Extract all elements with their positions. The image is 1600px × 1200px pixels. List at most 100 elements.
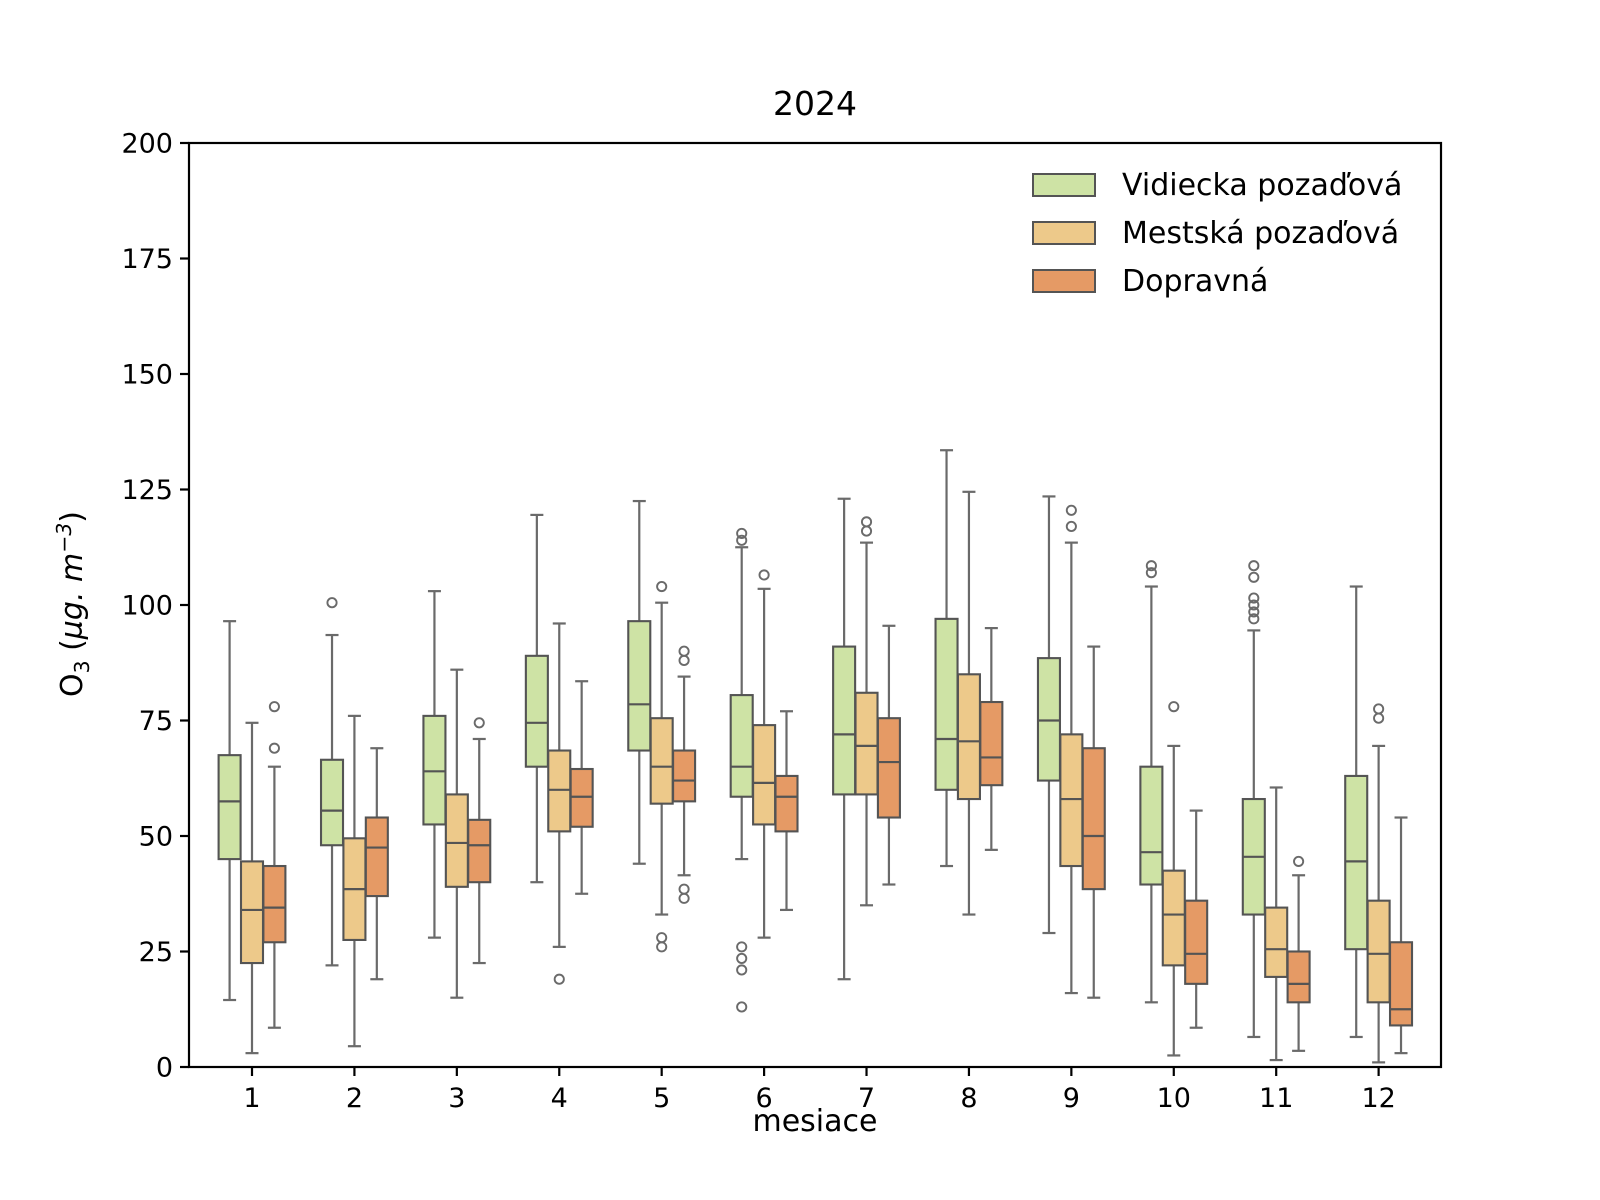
outlier-mestska-pozadova-m10-1 [1168,701,1180,713]
y-tick-label-50: 50 [139,822,173,853]
outlier-mestska-pozadova-m5-1 [656,580,668,593]
outlier-vidiecka-pozadova-m11-5 [1248,606,1260,618]
x-tick-label-3: 3 [448,1083,465,1114]
x-tick-label-8: 8 [960,1083,977,1114]
x-tick-label-10: 10 [1157,1083,1191,1114]
box-vidiecka-pozadova-m12 [1344,774,1369,951]
legend-swatch-vidiecka [1032,173,1096,197]
box-mestska-pozadova-m6 [752,724,777,826]
box-mestska-pozadova-m3 [444,793,469,888]
x-axis-label: mesiace [752,1104,878,1139]
legend-label-dopravna: Dopravná [1122,263,1269,299]
outlier-mestska-pozadova-m6-1 [758,569,770,581]
box-vidiecka-pozadova-m5 [627,620,652,752]
outlier-vidiecka-pozadova-m6-3 [736,941,748,953]
y-axis-label-unit: µg. m [55,552,90,640]
box-mestska-pozadova-m12 [1366,899,1391,1004]
box-mestska-pozadova-m8 [956,673,981,801]
y-tick-label-25: 25 [139,937,173,968]
outlier-vidiecka-pozadova-m11-6 [1248,613,1260,625]
box-vidiecka-pozadova-m2 [319,758,345,847]
series-dopravna [262,624,1414,1055]
y-axis-label: O3 (µg. m−3) [43,384,94,824]
legend-row-dopravna: Dopravná [1032,257,1402,305]
outlier-vidiecka-pozadova-m6-2 [736,534,748,546]
outlier-dopravna-m3-1 [473,717,485,729]
outlier-vidiecka-pozadova-m10-1 [1145,560,1157,572]
legend: Vidiecka pozaďová Mestská pozaďová Dopra… [1032,161,1402,305]
outlier-dopravna-m5-3 [678,883,690,895]
y-axis-label-symbol: O [55,673,90,698]
box-dopravna-m5 [672,749,697,803]
box-dopravna-m4 [569,767,594,828]
legend-label-vidiecka: Vidiecka pozaďová [1122,167,1403,203]
box-dopravna-m2 [364,816,389,898]
box-dopravna-m7 [876,717,901,819]
outlier-dopravna-m5-4 [678,892,690,904]
outlier-vidiecka-pozadova-m2-1 [326,597,338,609]
outlier-mestska-pozadova-m12-2 [1373,712,1385,724]
y-axis-label-open-paren: ( [55,639,90,661]
outlier-vidiecka-pozadova-m11-3 [1248,592,1260,604]
chart-title: 2024 [773,84,857,123]
x-tick-label-9: 9 [1063,1083,1080,1114]
outlier-vidiecka-pozadova-m10-2 [1145,567,1157,579]
x-tick-label-12: 12 [1361,1083,1395,1114]
y-tick-label-100: 100 [121,591,173,622]
y-axis-label-subscript: 3 [70,660,94,674]
y-tick-label-0: 0 [156,1053,173,1084]
x-tick-label-1: 1 [243,1083,260,1114]
outlier-vidiecka-pozadova-m6-6 [736,1001,748,1013]
x-tick-label-4: 4 [551,1083,568,1114]
outlier-vidiecka-pozadova-m6-5 [736,964,748,976]
box-dopravna-m6 [774,774,799,833]
box-mestska-pozadova-m7 [854,691,879,796]
outlier-mestska-pozadova-m9-2 [1065,520,1077,533]
box-mestska-pozadova-m1 [239,860,265,965]
outlier-vidiecka-pozadova-m11-4 [1248,599,1260,611]
y-tick-label-200: 200 [121,129,173,160]
outlier-dopravna-m11-1 [1293,855,1305,867]
outlier-mestska-pozadova-m7-1 [860,516,873,528]
outlier-dopravna-m5-2 [678,654,690,666]
box-vidiecka-pozadova-m9 [1036,657,1062,782]
box-vidiecka-pozadova-m3 [422,714,447,826]
box-dopravna-m12 [1388,941,1414,1027]
outlier-dopravna-m1-1 [268,701,280,713]
box-dopravna-m11 [1286,950,1311,1004]
box-vidiecka-pozadova-m6 [729,694,754,798]
outlier-mestska-pozadova-m5-3 [656,941,668,953]
y-axis-label-close-paren: ) [55,510,90,523]
outlier-mestska-pozadova-m9-1 [1065,504,1077,516]
box-dopravna-m1 [262,864,287,944]
box-mestska-pozadova-m4 [547,749,572,833]
box-vidiecka-pozadova-m8 [934,617,959,791]
y-axis-label-exponent: −3 [52,522,76,553]
box-dopravna-m9 [1081,747,1106,891]
legend-row-vidiecka: Vidiecka pozaďová [1032,161,1402,209]
legend-swatch-dopravna [1032,269,1096,293]
outlier-mestska-pozadova-m12-1 [1373,703,1385,715]
y-tick-label-150: 150 [121,360,173,391]
outlier-vidiecka-pozadova-m6-4 [736,952,748,964]
outlier-vidiecka-pozadova-m6-1 [736,527,748,539]
y-tick-label-175: 175 [121,244,173,275]
outlier-vidiecka-pozadova-m11-2 [1248,571,1260,583]
legend-label-mestska: Mestská pozaďová [1122,215,1400,251]
y-tick-label-75: 75 [139,706,173,737]
x-tick-label-5: 5 [653,1083,670,1114]
box-mestska-pozadova-m9 [1059,733,1084,868]
outlier-vidiecka-pozadova-m11-1 [1248,560,1260,572]
box-mestska-pozadova-m11 [1264,906,1289,978]
box-mestska-pozadova-m10 [1161,869,1186,967]
y-tick-label-125: 125 [121,475,173,506]
legend-row-mestska: Mestská pozaďová [1032,209,1402,257]
legend-swatch-mestska [1032,221,1096,245]
box-dopravna-m3 [467,818,492,884]
x-tick-label-6: 6 [756,1083,773,1114]
outlier-mestska-pozadova-m7-2 [860,525,873,537]
outlier-dopravna-m5-1 [678,645,690,657]
outlier-mestska-pozadova-m5-2 [656,932,668,944]
